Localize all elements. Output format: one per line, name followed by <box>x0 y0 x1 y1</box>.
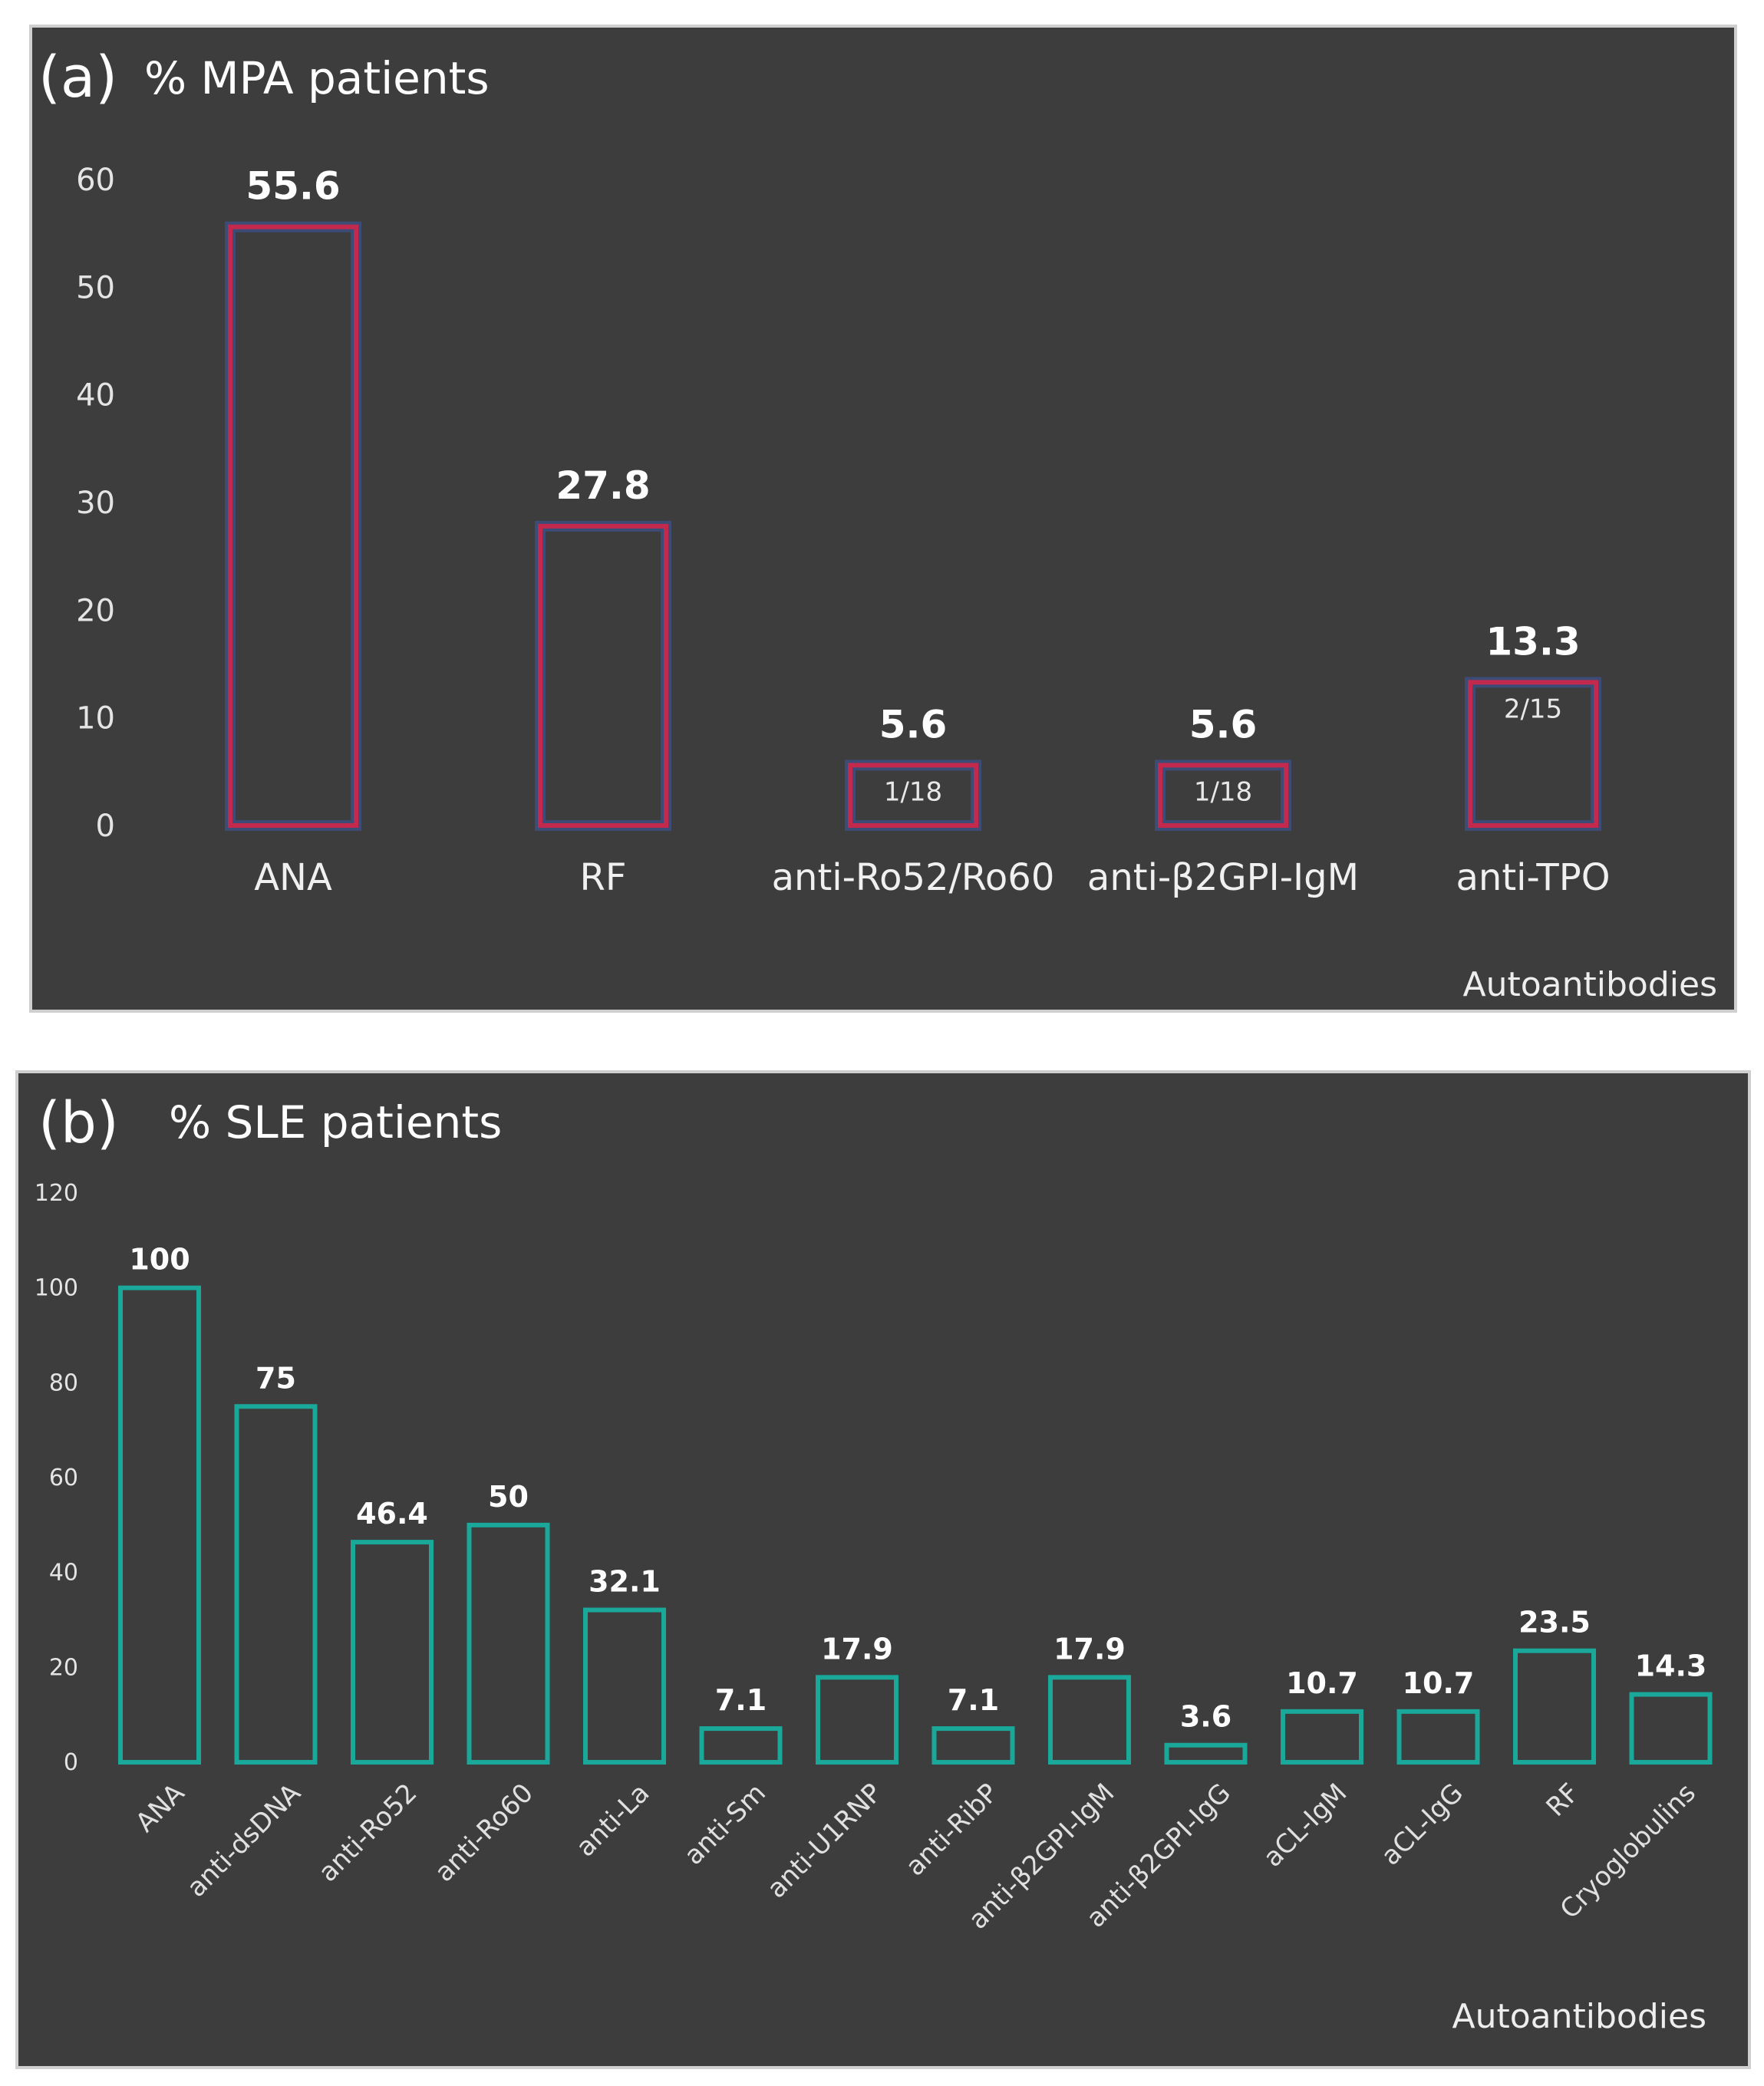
category-label: anti-dsDNA <box>181 1778 307 1903</box>
bar-rf <box>1513 1648 1596 1765</box>
y-tick-label-b: 40 <box>49 1560 78 1587</box>
bar-anti-2gpi-igg <box>1164 1742 1248 1765</box>
bar-anti-la <box>583 1607 666 1765</box>
value-label: 17.9 <box>1053 1632 1126 1666</box>
y-tick-label-b: 60 <box>49 1465 78 1491</box>
value-label: 5.6 <box>1189 702 1258 746</box>
category-label: anti-Sm <box>678 1778 772 1871</box>
fraction-label: 1/18 <box>884 776 942 807</box>
category-label: anti-RibP <box>900 1778 1004 1882</box>
value-label: 75 <box>256 1361 296 1395</box>
mpa-bar-chart: (a) % MPA patients Autoantibodies 0 10 20 3… <box>38 44 1717 1004</box>
bar-anti-ribp <box>931 1726 1015 1765</box>
value-label: 100 <box>129 1243 190 1277</box>
bars-b: 100 ANA 75 anti-dsDNA 46.4 anti-Ro52 50 anti-Ro… <box>118 1243 1713 1936</box>
value-label: 5.6 <box>879 702 948 746</box>
bar-anti-ro60 <box>467 1522 550 1765</box>
bar-acl-igm <box>1281 1709 1363 1765</box>
fraction-label: 2/15 <box>1504 694 1562 724</box>
category-label: anti-U1RNP <box>761 1778 888 1904</box>
bar-anti-tpo <box>1468 680 1598 829</box>
category-label: ANA <box>254 856 332 899</box>
category-label: aCL-IgM <box>1258 1778 1353 1873</box>
bars-a: 55.6 ANA 27.8 RF 5.6 1/18 anti-Ro52/Ro60 5.6 1/1… <box>225 164 1611 899</box>
sle-bar-chart: (b) % SLE patients Autoantibodies 0 20 40 6… <box>35 1090 1713 2036</box>
bar-anti-dsdna <box>234 1404 318 1765</box>
y-tick-label-b: 100 <box>35 1275 78 1302</box>
y-tick-label-b: 20 <box>49 1654 78 1681</box>
category-label: RF <box>1541 1778 1586 1823</box>
y-tick-label-a: 0 <box>96 809 115 844</box>
value-label: 32.1 <box>589 1565 661 1599</box>
category-label: anti-La <box>570 1778 655 1863</box>
category-label: anti-β2GPI-IgM <box>1087 856 1359 899</box>
y-tick-label-a: 10 <box>76 701 115 737</box>
bar-rf <box>538 523 668 829</box>
y-tick-label-a: 60 <box>76 163 115 198</box>
category-label: anti-Ro60 <box>429 1778 539 1888</box>
bar-cryoglobulins <box>1629 1692 1713 1765</box>
y-tick-label-a: 20 <box>76 593 115 628</box>
bar-anti-ro52 <box>351 1540 434 1765</box>
value-label: 3.6 <box>1180 1700 1232 1734</box>
bar-glow <box>535 520 671 832</box>
value-label: 17.9 <box>821 1632 893 1666</box>
value-label: 7.1 <box>715 1683 767 1717</box>
value-label: 46.4 <box>356 1497 428 1531</box>
value-label: 7.1 <box>948 1683 999 1717</box>
value-label: 23.5 <box>1518 1606 1591 1639</box>
chart-title-a: % MPA patients <box>144 52 490 104</box>
fraction-label: 1/18 <box>1194 776 1252 807</box>
y-axis-a: 0 10 20 30 40 50 60 <box>76 163 115 844</box>
y-tick-label-a: 30 <box>76 486 115 521</box>
bar-anti-2gpi-igm <box>1158 763 1288 828</box>
bar-anti-sm <box>699 1726 783 1765</box>
value-label: 55.6 <box>246 164 340 209</box>
y-tick-label-b: 0 <box>64 1749 78 1776</box>
chart-panel-mpa: (a) % MPA patients Autoantibodies 0 10 20 3… <box>29 25 1737 1013</box>
bar-ana <box>118 1285 201 1765</box>
x-axis-title-a: Autoantibodies <box>1463 965 1717 1004</box>
value-label: 10.7 <box>1286 1666 1358 1700</box>
category-label: anti-TPO <box>1456 856 1611 899</box>
x-axis-title-b: Autoantibodies <box>1452 1997 1706 2036</box>
y-tick-label-b: 80 <box>49 1369 78 1396</box>
panel-label-b: (b) <box>38 1090 119 1156</box>
chart-panel-sle: (b) % SLE patients Autoantibodies 0 20 40 6… <box>15 1070 1751 2069</box>
y-tick-label-a: 50 <box>76 270 115 305</box>
category-label: aCL-IgG <box>1375 1778 1469 1871</box>
category-label: ANA <box>130 1778 190 1838</box>
bar-anti-2gpi-igm <box>1048 1675 1131 1765</box>
y-axis-b: 0 20 40 60 80 100 120 <box>35 1180 78 1776</box>
panel-label-a: (a) <box>38 44 117 110</box>
bar-anti-u1rnp <box>816 1675 898 1765</box>
value-label: 13.3 <box>1485 619 1580 664</box>
value-label: 50 <box>488 1480 529 1514</box>
bar-glow <box>225 221 361 832</box>
value-label: 27.8 <box>556 463 650 508</box>
category-label: anti-Ro52/Ro60 <box>772 856 1055 899</box>
bar-acl-igg <box>1396 1709 1480 1765</box>
y-tick-label-b: 120 <box>35 1180 78 1207</box>
y-tick-label-a: 40 <box>76 378 115 414</box>
value-label: 10.7 <box>1403 1666 1475 1700</box>
category-label: anti-Ro52 <box>312 1778 423 1888</box>
category-label: RF <box>580 856 627 899</box>
bar-ana <box>228 224 358 829</box>
chart-title-b: % SLE patients <box>169 1096 502 1148</box>
value-label: 14.3 <box>1635 1649 1707 1683</box>
bar-anti-ro52-ro60 <box>848 763 978 828</box>
